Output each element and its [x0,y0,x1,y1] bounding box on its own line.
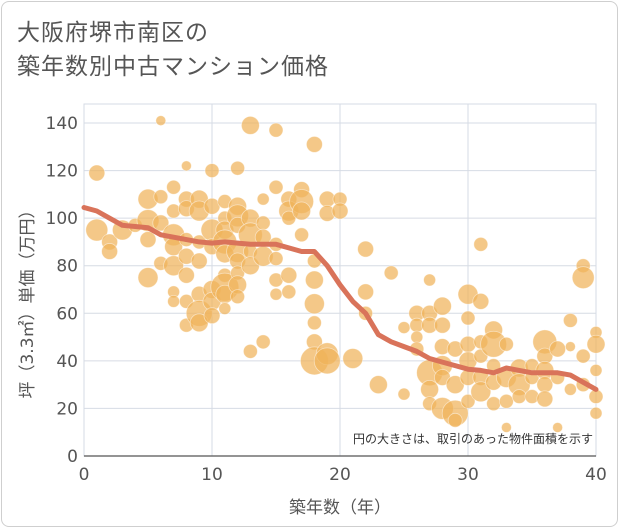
bubble-point [180,160,192,172]
y-tick-label: 0 [67,447,78,467]
bubble-point [397,321,411,334]
bubble-point [473,236,489,252]
bubble-point [498,336,514,352]
bubble-point [563,313,578,328]
bubble-point [536,390,554,408]
bubble-point [383,265,399,281]
bubble-point [85,218,109,242]
bubble-point [410,330,424,344]
bubble-point [500,422,512,433]
x-tick-label: 30 [457,465,479,485]
bubble-point [294,227,310,243]
y-tick-label: 20 [56,399,78,419]
bubble-point [268,251,284,266]
bubble-point [203,307,221,325]
bubble-point [230,289,246,305]
bubble-point [305,136,323,153]
bubble-point [177,266,195,284]
bubble-point [304,270,324,290]
x-tick-label: 40 [585,465,607,485]
bubble-point [420,380,440,399]
bubble-point [242,343,258,359]
chart-title-line-2: 築年数別中古マンション価格 [17,54,329,80]
bubble-point [460,393,476,409]
bubble-point [357,283,375,301]
bubble-point [459,335,477,353]
bubble-point [292,201,312,221]
bubble-point [240,116,260,135]
x-tick-label: 0 [79,465,90,485]
bubble-point [268,179,284,195]
bubble-point [498,393,514,409]
trend-line [81,205,599,392]
bubble-point [88,164,106,182]
bubble-point [190,252,208,270]
bubble-point [313,347,341,375]
bubble-point [269,287,283,301]
bubble-point [139,231,157,248]
bubble-point [357,240,375,258]
bubble-point [589,363,603,377]
bubble-point [342,348,364,369]
bubble-point [586,334,606,354]
bubble-point [137,267,159,289]
bubble-point [552,422,563,433]
bubble-point [575,348,591,364]
bubble-point [589,406,603,420]
x-axis-title: 築年数（年） [289,498,391,518]
bubble-point [256,192,270,206]
bubble-point [152,214,170,232]
bubble-point [460,310,476,326]
bubble-point [153,189,169,205]
bubble-point [447,412,463,428]
y-tick-label: 140 [46,114,78,134]
bubble-point [571,266,595,290]
bubble-point [472,293,490,310]
y-tick-label: 60 [56,304,78,324]
bubble-point [511,389,527,404]
bubble-point [280,266,298,284]
bubble-point [306,315,322,331]
bubble-point [303,293,325,315]
bubble-point [397,387,411,401]
bubble-point [268,122,284,138]
axes: 0 20 40 60 80 100 120 140 0 10 20 30 40 [46,114,607,485]
x-tick-label: 20 [329,465,351,485]
bubble-point [368,375,388,395]
bubble-point [218,302,232,315]
chart-title: 大阪府堺市南区の 築年数別中古マンション価格 [17,16,329,84]
bubble-point [230,160,246,176]
y-tick-label: 40 [56,352,78,372]
y-tick-label: 120 [46,162,78,182]
y-axis-title: 坪（3.3㎡）単価（万円） [18,201,38,398]
bubble-point [433,316,451,334]
data-points [85,115,606,433]
y-tick-label: 80 [56,257,78,277]
x-tick-label: 10 [201,465,223,485]
bubble-point [470,381,492,403]
bubble-point [101,243,118,260]
y-tick-label: 100 [46,209,78,229]
bubble-point [155,115,167,127]
bubble-point [486,396,502,412]
bubble-size-note: 円の大きさは、取引のあった物件面積を示す [353,431,593,446]
bubble-point [423,273,437,287]
bubble-point [549,340,566,358]
bubble-point [163,255,185,277]
bubble-point [255,215,271,231]
trend-line-group [81,205,599,392]
bubble-point [166,179,182,195]
chart-title-line-1: 大阪府堺市南区の [17,20,209,46]
bubble-point [331,202,349,220]
bubble-point [255,334,271,350]
bubble-point [565,341,576,352]
bubble-point [281,284,297,300]
bubble-point [432,296,452,316]
bubble-point [564,383,577,396]
bubble-point [204,163,220,178]
bubble-point [167,295,181,308]
